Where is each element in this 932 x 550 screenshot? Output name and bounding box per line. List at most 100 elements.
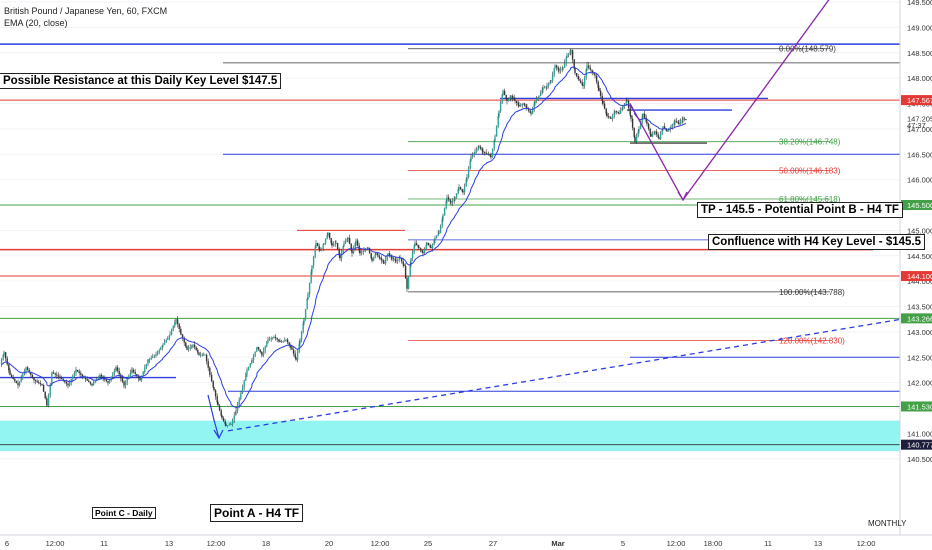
candle-body xyxy=(451,200,454,203)
candle-body xyxy=(346,239,348,242)
candle-body xyxy=(375,253,377,255)
candle-body xyxy=(132,369,135,372)
candle-body xyxy=(303,319,305,324)
candle-body xyxy=(395,260,397,262)
time-tick-label: 12:00 xyxy=(207,539,226,548)
price-tick-label: 146.000 xyxy=(907,176,932,185)
candle-body xyxy=(446,197,448,201)
candle-body xyxy=(566,55,568,58)
candle-body xyxy=(272,337,274,339)
candle-body xyxy=(653,132,655,135)
candle-body xyxy=(467,168,470,178)
price-tick-label: 148.000 xyxy=(907,74,932,83)
candle-body xyxy=(28,369,30,373)
candle-body xyxy=(262,350,265,355)
candle-body xyxy=(376,253,379,256)
candle-body xyxy=(662,126,664,129)
price-tick-label: 148.500 xyxy=(907,49,932,58)
ascending-trendline xyxy=(227,313,932,432)
candle-body xyxy=(328,232,331,238)
candle-body xyxy=(169,334,171,336)
candle-body xyxy=(330,237,332,244)
candle-body xyxy=(228,424,230,426)
candle-body xyxy=(675,121,678,123)
candle-body xyxy=(134,371,136,374)
candle-body xyxy=(669,127,671,130)
point-a-note: Point A - H4 TF xyxy=(210,504,304,522)
candle-body xyxy=(172,326,174,331)
candle-body xyxy=(631,118,634,128)
candle-body xyxy=(298,343,300,352)
candle-body xyxy=(529,110,531,113)
candle-body xyxy=(447,197,450,200)
candle-body xyxy=(398,258,400,260)
price-label-tag xyxy=(901,439,932,450)
candle-body xyxy=(587,65,590,68)
candle-body xyxy=(259,349,261,352)
candle-body xyxy=(426,243,428,246)
candle-body xyxy=(120,374,122,379)
candle-body xyxy=(217,402,219,406)
candle-body xyxy=(273,336,275,338)
candle-body xyxy=(637,131,639,137)
candle-body xyxy=(577,76,579,80)
candle-body xyxy=(354,243,356,249)
candle-body xyxy=(575,73,578,77)
candle-body xyxy=(235,410,237,412)
candle-body xyxy=(156,352,159,355)
time-tick-label: 18:00 xyxy=(704,539,723,548)
candle-body xyxy=(413,246,415,253)
candle-body xyxy=(280,341,283,343)
candle-body xyxy=(614,111,616,113)
candle-body xyxy=(414,243,416,247)
candle-body xyxy=(453,198,455,201)
candle-body xyxy=(466,177,468,181)
candle-body xyxy=(533,103,535,109)
candle-body xyxy=(163,342,166,345)
candle-body xyxy=(316,243,319,247)
candle-body xyxy=(25,367,27,371)
candle-body xyxy=(649,128,651,134)
candle-body xyxy=(323,243,325,245)
trendline xyxy=(227,313,932,432)
candle-body xyxy=(514,99,516,101)
candle-body xyxy=(91,385,93,386)
candle-body xyxy=(407,276,410,289)
candle-body xyxy=(617,112,619,114)
candle-body xyxy=(335,243,337,244)
candle-body xyxy=(362,251,364,253)
candle-body xyxy=(525,105,527,108)
candle-body xyxy=(422,252,424,254)
candle-body xyxy=(332,244,335,246)
candle-body xyxy=(165,339,167,343)
candle-body xyxy=(438,232,440,234)
time-tick-label: 13 xyxy=(165,539,173,548)
candle-body xyxy=(256,347,258,352)
candle-body xyxy=(501,94,503,103)
candle-body xyxy=(20,378,22,382)
price-tick-label: 141.000 xyxy=(907,429,932,438)
candle-body xyxy=(288,342,290,345)
candle-body xyxy=(507,98,510,101)
candle-body xyxy=(639,122,642,129)
candle-body xyxy=(494,136,496,141)
price-label-text: 141.530 xyxy=(907,402,932,411)
candle-body xyxy=(538,95,540,97)
price-label-text: 147.205 xyxy=(907,114,932,123)
candle-body xyxy=(291,347,293,350)
candle-body xyxy=(629,108,631,116)
candle-body xyxy=(168,335,171,338)
candle-body xyxy=(505,94,507,99)
candle-body xyxy=(506,98,508,101)
candle-body xyxy=(549,81,551,84)
candle-body xyxy=(663,126,666,129)
candle-body xyxy=(158,350,160,353)
key-levels xyxy=(0,43,900,446)
candle-body xyxy=(199,354,202,356)
candle-body xyxy=(427,243,430,246)
candle-body xyxy=(418,247,420,249)
candle-body xyxy=(18,381,21,386)
candle-body xyxy=(57,375,60,377)
price-label-text: 47:37 xyxy=(907,121,926,130)
